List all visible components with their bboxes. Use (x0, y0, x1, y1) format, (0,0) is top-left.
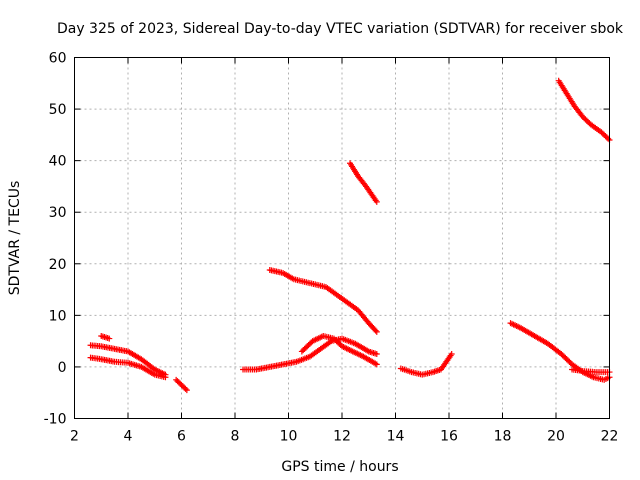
y-tick-label: 30 (49, 205, 67, 221)
y-tick-label: 50 (49, 102, 67, 118)
data-point (373, 198, 380, 205)
data-point (162, 374, 169, 381)
y-tick-label: 40 (49, 154, 67, 170)
series-arc-6 (298, 332, 380, 368)
x-tick-label: 20 (547, 429, 565, 445)
series-arc-5 (240, 335, 380, 373)
x-tick-label: 6 (177, 429, 186, 445)
series-arc-3 (98, 332, 113, 342)
tick-labels: 2 4 6 8 10 12 14 16 18 20 22 -10 0 10 20 30 40 50 60 (44, 51, 619, 445)
series-arc-7 (266, 266, 380, 335)
series-arc-8 (347, 160, 380, 205)
series-arc-12 (555, 77, 613, 144)
data-point (372, 327, 379, 334)
grid (74, 57, 610, 419)
x-tick-label: 4 (124, 429, 133, 445)
data-point (182, 385, 189, 392)
series-arc-4 (173, 376, 190, 394)
x-tick-label: 2 (70, 429, 79, 445)
x-tick-label: 8 (231, 429, 240, 445)
y-axis-label: SDTVAR / TECUs (7, 181, 23, 296)
data-series (87, 77, 613, 394)
x-axis-label: GPS time / hours (281, 459, 398, 475)
data-point (183, 387, 190, 394)
y-tick-label: 0 (58, 360, 67, 376)
data-point (448, 351, 455, 358)
data-point (373, 351, 380, 358)
y-tick-label: 10 (49, 308, 67, 324)
x-tick-label: 16 (440, 429, 458, 445)
data-point (106, 335, 113, 342)
series-arc-9 (397, 351, 455, 378)
x-tick-label: 14 (387, 429, 405, 445)
y-tick-label: 60 (49, 51, 67, 67)
chart-title: Day 325 of 2023, Sidereal Day-to-day VTE… (57, 21, 624, 37)
series-arc-11 (569, 366, 613, 376)
data-point (373, 361, 380, 368)
axis-ticks (74, 57, 610, 419)
x-tick-label: 10 (280, 429, 298, 445)
series-arc-2 (87, 354, 169, 381)
series-arc-10 (507, 320, 613, 383)
y-tick-label: -10 (44, 412, 67, 428)
x-tick-label: 18 (494, 429, 512, 445)
x-tick-label: 12 (333, 429, 351, 445)
y-tick-label: 20 (49, 257, 67, 273)
data-point (373, 328, 380, 335)
data-point (605, 135, 612, 142)
x-tick-label: 22 (601, 429, 619, 445)
